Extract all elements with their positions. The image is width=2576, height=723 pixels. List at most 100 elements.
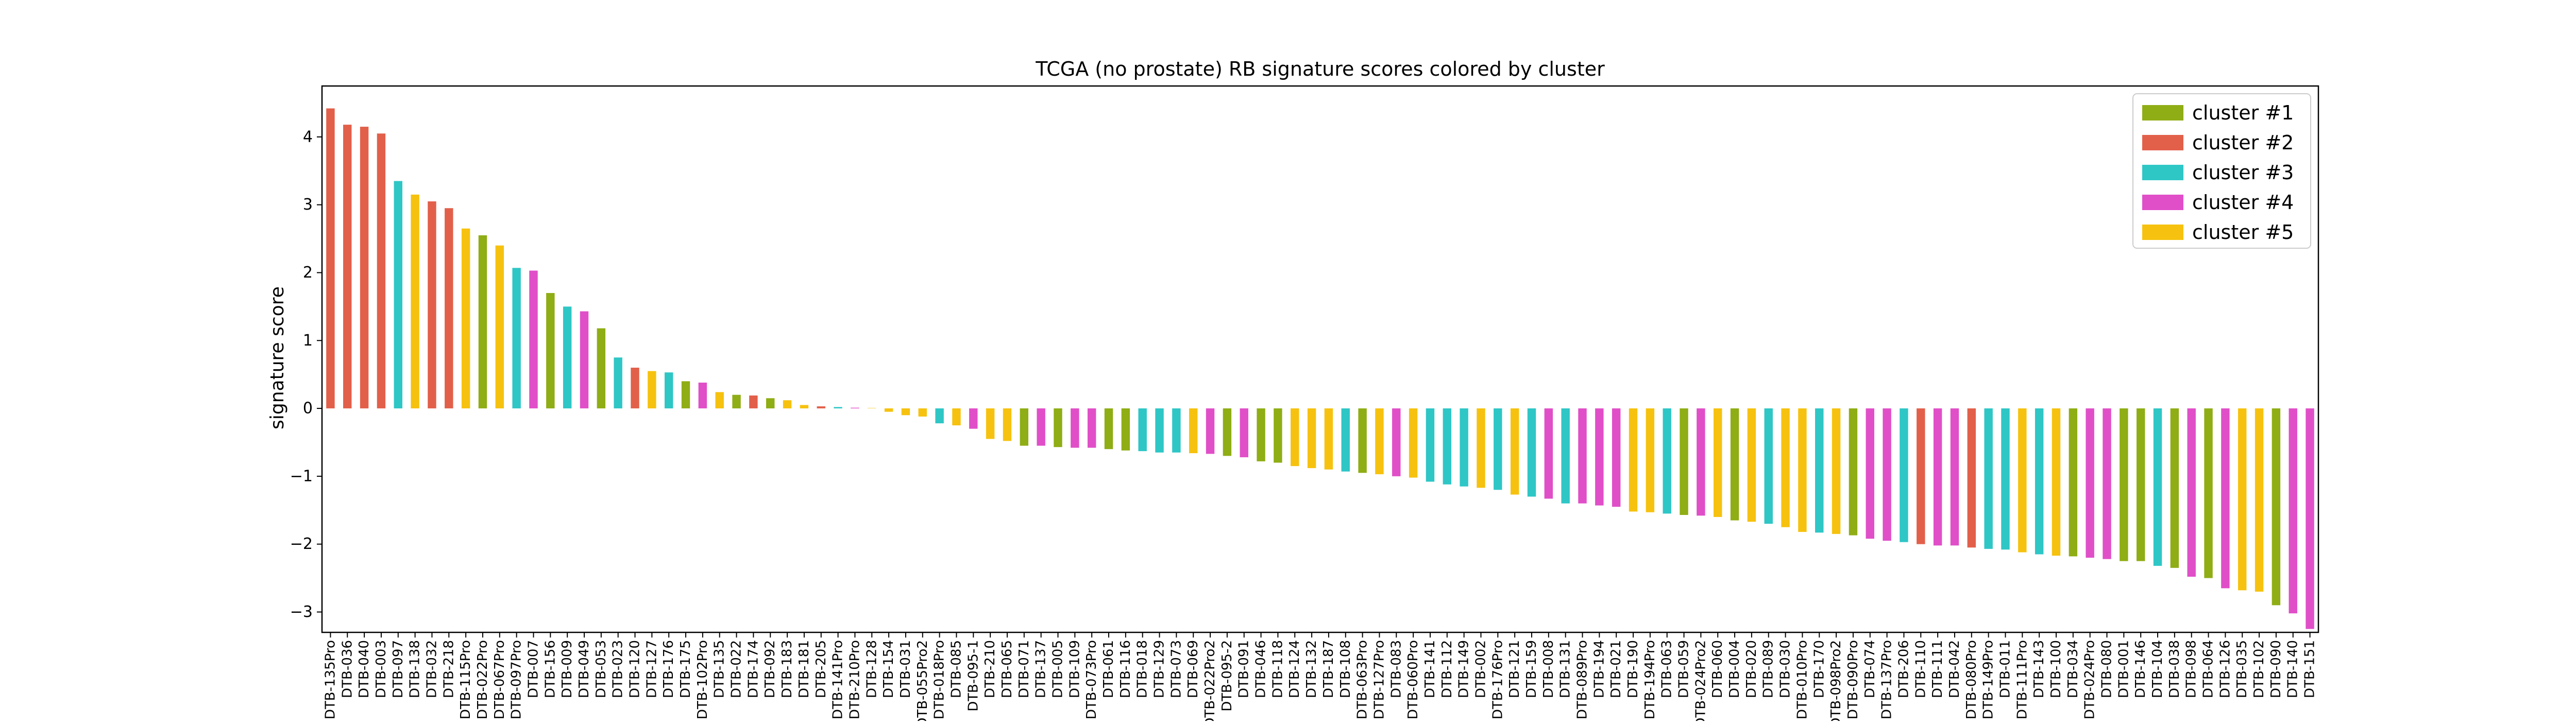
- bar: [1832, 408, 1841, 534]
- bar: [343, 125, 352, 409]
- x-tick-label: DTB-137: [1033, 640, 1049, 698]
- bar: [2120, 408, 2128, 561]
- bar: [2272, 408, 2281, 606]
- bar: [1544, 408, 1553, 499]
- bar: [732, 394, 741, 409]
- x-tick-label: DTB-194: [1591, 640, 1607, 698]
- bar: [1917, 408, 1925, 544]
- bar: [2035, 408, 2044, 555]
- x-tick-label: DTB-063Pro: [1355, 640, 1370, 719]
- x-tick-label: DTB-063: [1659, 640, 1675, 698]
- bar: [1121, 408, 1130, 451]
- bar: [969, 408, 978, 429]
- legend-swatch: [2142, 105, 2183, 120]
- bar: [1358, 408, 1367, 473]
- x-tick-label: DTB-170: [1811, 640, 1827, 698]
- x-tick-label: DTB-011: [1997, 640, 2013, 698]
- bar: [952, 408, 961, 426]
- bar: [2136, 408, 2145, 561]
- x-tick-label: DTB-135Pro: [323, 640, 338, 719]
- bar: [394, 181, 402, 409]
- bar: [1494, 408, 1502, 490]
- bar: [2018, 408, 2027, 553]
- bar: [631, 367, 639, 409]
- y-tick-label: −3: [290, 603, 313, 621]
- bar: [749, 395, 758, 409]
- bar: [1291, 408, 1299, 467]
- bar: [614, 357, 622, 409]
- bar: [1764, 408, 1773, 524]
- x-tick-label: DTB-210: [982, 640, 998, 698]
- bar: [1595, 408, 1604, 506]
- bar: [986, 408, 995, 439]
- bar: [2103, 408, 2111, 559]
- x-tick-label: DTB-141Pro: [831, 640, 846, 719]
- bar: [2170, 408, 2179, 568]
- bar: [766, 398, 775, 409]
- legend-label: cluster #3: [2192, 161, 2294, 184]
- bar: [715, 392, 724, 409]
- bar: [698, 382, 707, 409]
- bar: [1933, 408, 1942, 546]
- bar: [1646, 408, 1655, 512]
- x-tick-label: DTB-187: [1321, 640, 1336, 698]
- bar: [1714, 408, 1722, 517]
- bar: [935, 408, 944, 424]
- x-tick-label: DTB-073: [1168, 640, 1184, 698]
- x-tick-label: DTB-138: [408, 640, 423, 698]
- x-tick-label: DTB-206: [1896, 640, 1911, 698]
- bar: [1003, 408, 1012, 441]
- bar: [817, 406, 825, 409]
- x-tick-label: DTB-190: [1625, 640, 1641, 698]
- bar: [1341, 408, 1350, 472]
- bar: [1257, 408, 1265, 461]
- x-tick-label: DTB-102Pro: [695, 640, 710, 719]
- bar: [2306, 408, 2314, 629]
- legend: cluster #1 cluster #2 cluster #3 cluster #4…: [2132, 93, 2311, 249]
- x-tick-label: DTB-120: [628, 640, 643, 698]
- x-tick-label: DTB-127Pro: [1371, 640, 1387, 719]
- bar: [445, 208, 453, 409]
- bar: [1697, 408, 1705, 516]
- bar: [1155, 408, 1164, 453]
- bar: [1781, 408, 1790, 527]
- bar: [1206, 408, 1215, 454]
- x-tick-label: DTB-097Pro: [509, 640, 524, 719]
- x-tick-label: DTB-071: [1016, 640, 1032, 698]
- x-tick-label: DTB-175: [678, 640, 693, 698]
- x-tick-label: DTB-121: [1507, 640, 1522, 698]
- x-tick-label: DTB-022: [729, 640, 744, 698]
- x-tick-label: DTB-156: [543, 640, 558, 698]
- x-tick-label: DTB-035: [2234, 640, 2250, 698]
- legend-swatch: [2142, 165, 2183, 180]
- x-tick-label: DTB-151: [2302, 640, 2318, 698]
- x-tick-label: DTB-085: [948, 640, 964, 698]
- x-tick-label: DTB-109: [1067, 640, 1082, 698]
- bar: [1375, 408, 1384, 474]
- x-tick-label: DTB-024Pro2: [1693, 640, 1708, 721]
- x-tick-label: DTB-042: [1947, 640, 1962, 698]
- x-tick-label: DTB-007: [526, 640, 541, 698]
- x-tick-label: DTB-080Pro: [1964, 640, 1979, 719]
- x-tick-label: DTB-131: [1558, 640, 1573, 698]
- x-tick-label: DTB-102: [2251, 640, 2267, 698]
- bar: [1866, 408, 1874, 539]
- legend-swatch: [2142, 195, 2183, 210]
- x-tick-label: DTB-009: [560, 640, 575, 698]
- bar: [1324, 408, 1333, 470]
- legend-label: cluster #4: [2192, 191, 2294, 214]
- x-tick-label: DTB-020: [1744, 640, 1759, 698]
- x-tick-label: DTB-111Pro: [2014, 640, 2030, 719]
- x-tick-label: DTB-118: [1270, 640, 1285, 698]
- x-tick-label: DTB-159: [1524, 640, 1539, 698]
- bar: [2187, 408, 2196, 577]
- x-tick-label: DTB-098: [2184, 640, 2199, 698]
- bar: [1815, 408, 1824, 533]
- bar: [411, 194, 419, 409]
- bar: [495, 245, 504, 409]
- x-tick-label: DTB-095-1: [965, 640, 981, 712]
- bar: [1240, 408, 1248, 457]
- x-tick-label: DTB-083: [1388, 640, 1404, 698]
- bar: [783, 400, 792, 409]
